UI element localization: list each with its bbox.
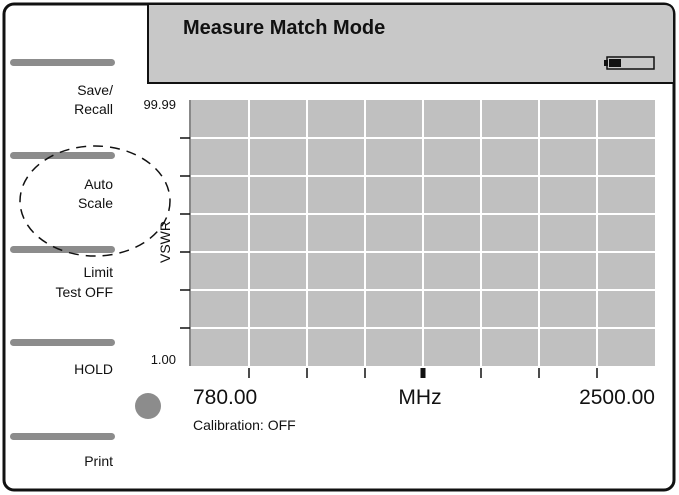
- x-start-label: 780.00: [193, 386, 257, 409]
- status: Calibration: OFF: [193, 417, 296, 433]
- battery-level: [609, 59, 621, 67]
- battery-tip: [604, 60, 608, 66]
- x-end-label: 2500.00: [579, 386, 655, 409]
- softkey-bar: [10, 152, 115, 159]
- x-unit-label: MHz: [398, 386, 441, 409]
- title-box: [147, 3, 675, 84]
- softkey-label: Limit: [83, 264, 113, 280]
- highlight-ellipse: [19, 145, 171, 257]
- softkey-bar: [10, 339, 115, 346]
- softkey[interactable]: Limit Test OFF: [10, 246, 115, 300]
- softkey[interactable]: Print: [10, 433, 115, 469]
- softkey-bar: [10, 433, 115, 440]
- softkey-label: Test OFF: [55, 284, 113, 300]
- y-top-label: 99.99: [143, 97, 176, 112]
- softkey[interactable]: Auto Scale: [10, 152, 115, 211]
- softkey-label: Scale: [78, 195, 113, 211]
- softkey[interactable]: HOLD: [10, 339, 115, 377]
- indicator-dot: [135, 393, 161, 419]
- softkey-label: Print: [84, 453, 113, 469]
- softkey-panel: Save/Recall Auto Scale Limit Test OFF HOLD Pri…: [10, 59, 115, 469]
- battery-icon: [604, 56, 655, 70]
- y-axis-label: VSWR: [157, 221, 173, 263]
- title: Measure Match Mode: [183, 17, 385, 39]
- softkey[interactable]: Save/Recall: [10, 59, 115, 117]
- softkey-label: Save/: [77, 82, 113, 98]
- softkey-label: Auto: [84, 176, 113, 192]
- softkey-label: HOLD: [74, 361, 113, 377]
- softkey-label: Recall: [74, 101, 113, 117]
- softkey-bar: [10, 246, 115, 253]
- softkey-bar: [10, 59, 115, 66]
- y-bottom-label: 1.00: [151, 352, 176, 367]
- plot: [180, 100, 655, 378]
